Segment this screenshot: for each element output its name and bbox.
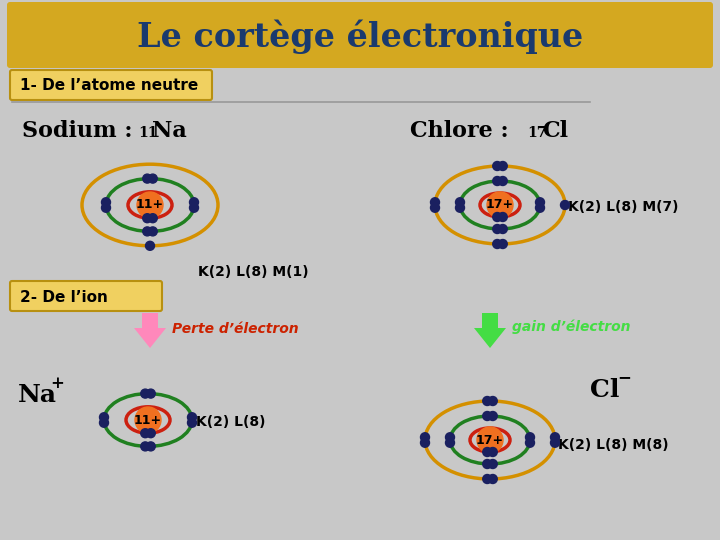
Circle shape bbox=[498, 161, 508, 171]
Circle shape bbox=[492, 161, 502, 171]
Text: Chlore :: Chlore : bbox=[410, 120, 516, 142]
Text: Le cortège électronique: Le cortège électronique bbox=[137, 20, 583, 54]
Circle shape bbox=[99, 418, 109, 427]
Polygon shape bbox=[474, 313, 506, 348]
Circle shape bbox=[102, 203, 110, 212]
Text: 11: 11 bbox=[138, 126, 158, 140]
Circle shape bbox=[488, 460, 498, 469]
Circle shape bbox=[140, 429, 150, 438]
Circle shape bbox=[137, 192, 163, 218]
Circle shape bbox=[148, 214, 157, 222]
Circle shape bbox=[498, 240, 508, 248]
Circle shape bbox=[498, 177, 508, 186]
Text: K(2) L(8) M(7): K(2) L(8) M(7) bbox=[568, 200, 678, 214]
Circle shape bbox=[482, 460, 492, 469]
FancyBboxPatch shape bbox=[10, 281, 162, 311]
Circle shape bbox=[145, 241, 155, 251]
Circle shape bbox=[143, 174, 152, 183]
Circle shape bbox=[420, 433, 430, 442]
Circle shape bbox=[551, 433, 559, 442]
Text: 2- De l’ion: 2- De l’ion bbox=[20, 289, 108, 305]
Circle shape bbox=[492, 225, 502, 233]
Circle shape bbox=[146, 389, 156, 398]
Text: 11+: 11+ bbox=[134, 414, 162, 427]
Circle shape bbox=[488, 448, 498, 456]
Circle shape bbox=[99, 413, 109, 422]
Circle shape bbox=[148, 227, 157, 236]
Circle shape bbox=[492, 213, 502, 221]
Circle shape bbox=[187, 418, 197, 427]
Text: K(2) L(8): K(2) L(8) bbox=[196, 415, 266, 429]
Circle shape bbox=[487, 192, 513, 218]
Circle shape bbox=[498, 225, 508, 233]
Circle shape bbox=[498, 213, 508, 221]
Circle shape bbox=[146, 429, 156, 438]
Circle shape bbox=[420, 438, 430, 447]
Circle shape bbox=[456, 198, 464, 207]
Circle shape bbox=[488, 411, 498, 421]
Text: 17: 17 bbox=[527, 126, 546, 140]
Text: Cl: Cl bbox=[542, 120, 568, 142]
Circle shape bbox=[140, 389, 150, 398]
Circle shape bbox=[189, 203, 199, 212]
Circle shape bbox=[146, 442, 156, 451]
Text: gain d’électron: gain d’électron bbox=[512, 320, 631, 334]
Circle shape bbox=[482, 411, 492, 421]
Text: Cl: Cl bbox=[590, 378, 619, 402]
Circle shape bbox=[148, 174, 157, 183]
Text: +: + bbox=[50, 375, 64, 392]
Text: Sodium :: Sodium : bbox=[22, 120, 140, 142]
Circle shape bbox=[551, 438, 559, 447]
Circle shape bbox=[477, 427, 503, 453]
Circle shape bbox=[135, 407, 161, 433]
Circle shape bbox=[187, 413, 197, 422]
Circle shape bbox=[102, 198, 110, 207]
Circle shape bbox=[536, 203, 544, 212]
Circle shape bbox=[143, 227, 152, 236]
Text: 17+: 17+ bbox=[476, 434, 504, 447]
Circle shape bbox=[560, 200, 570, 210]
Circle shape bbox=[140, 442, 150, 451]
Circle shape bbox=[526, 438, 534, 447]
Text: 17+: 17+ bbox=[486, 199, 514, 212]
Circle shape bbox=[536, 198, 544, 207]
Polygon shape bbox=[134, 313, 166, 348]
Text: K(2) L(8) M(8): K(2) L(8) M(8) bbox=[558, 438, 669, 452]
Circle shape bbox=[492, 177, 502, 186]
Text: Na: Na bbox=[18, 383, 57, 407]
Circle shape bbox=[482, 396, 492, 406]
Text: K(2) L(8) M(1): K(2) L(8) M(1) bbox=[198, 265, 309, 279]
Circle shape bbox=[431, 198, 439, 207]
Circle shape bbox=[431, 203, 439, 212]
Text: 11+: 11+ bbox=[136, 199, 164, 212]
Circle shape bbox=[488, 396, 498, 406]
Circle shape bbox=[482, 448, 492, 456]
Text: Perte d’électron: Perte d’électron bbox=[172, 322, 299, 336]
FancyBboxPatch shape bbox=[10, 70, 212, 100]
Circle shape bbox=[143, 214, 152, 222]
Circle shape bbox=[492, 240, 502, 248]
Circle shape bbox=[446, 433, 454, 442]
Circle shape bbox=[488, 475, 498, 483]
Text: 1- De l’atome neutre: 1- De l’atome neutre bbox=[20, 78, 198, 93]
Circle shape bbox=[482, 475, 492, 483]
Text: Na: Na bbox=[152, 120, 186, 142]
Circle shape bbox=[456, 203, 464, 212]
FancyBboxPatch shape bbox=[7, 2, 713, 68]
Text: −: − bbox=[617, 369, 631, 387]
Circle shape bbox=[446, 438, 454, 447]
Circle shape bbox=[189, 198, 199, 207]
Circle shape bbox=[526, 433, 534, 442]
